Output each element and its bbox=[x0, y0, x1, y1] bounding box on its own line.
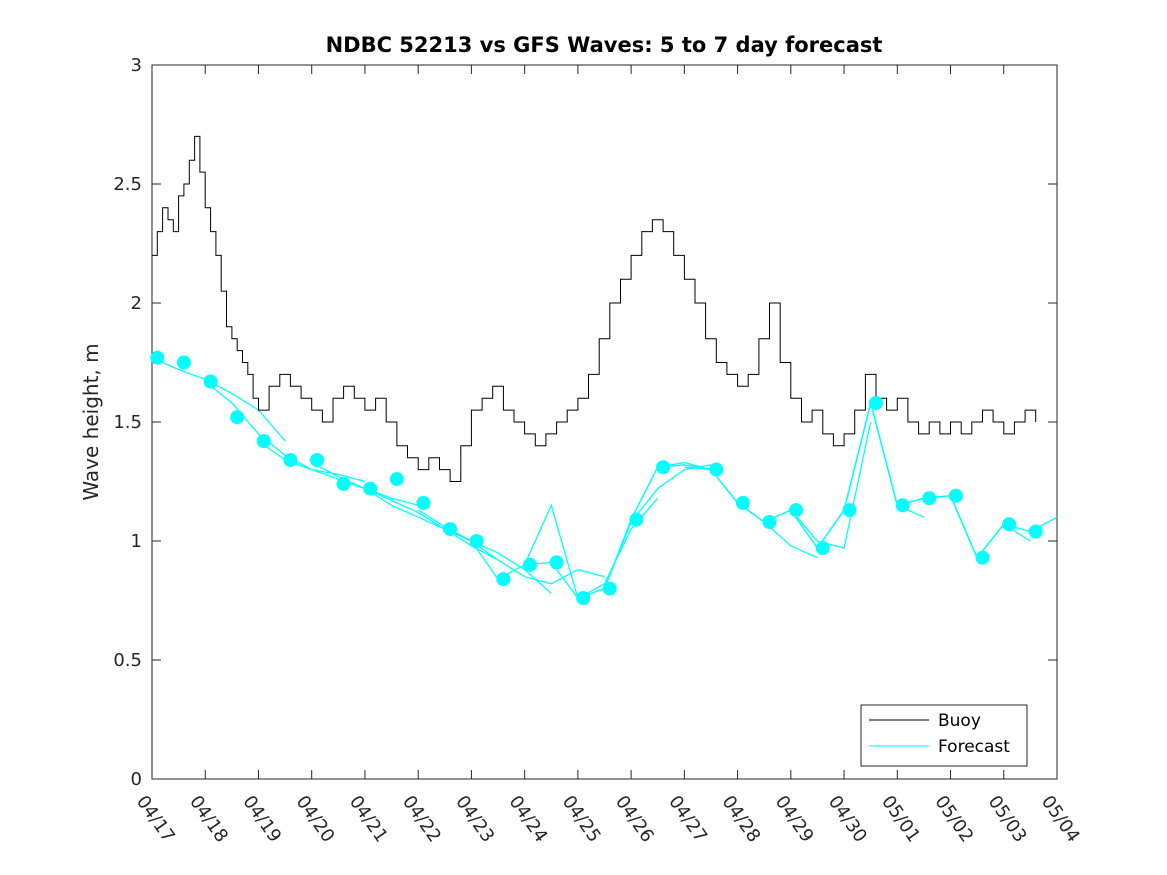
forecast-marker bbox=[549, 555, 564, 570]
y-tick-label: 2 bbox=[131, 293, 142, 314]
legend-forecast-label: Forecast bbox=[938, 737, 1010, 757]
plot-area bbox=[151, 64, 1058, 780]
forecast-marker bbox=[948, 488, 963, 503]
forecast-marker bbox=[735, 495, 750, 510]
forecast-marker bbox=[975, 550, 990, 565]
forecast-marker bbox=[469, 534, 484, 548]
y-tick-label: 3 bbox=[131, 55, 142, 76]
forecast-marker bbox=[1002, 517, 1017, 532]
forecast-marker bbox=[709, 462, 724, 477]
forecast-marker bbox=[922, 491, 937, 506]
forecast-marker bbox=[629, 512, 644, 527]
y-tick-label: 1.5 bbox=[113, 412, 142, 433]
forecast-marker bbox=[576, 591, 591, 606]
forecast-marker bbox=[762, 515, 777, 529]
forecast-marker bbox=[150, 350, 165, 365]
forecast-marker bbox=[789, 503, 804, 518]
legend-box bbox=[860, 704, 1028, 767]
forecast-marker bbox=[869, 396, 883, 410]
forecast-marker bbox=[443, 522, 458, 537]
forecast-line bbox=[204, 380, 366, 483]
forecast-marker bbox=[656, 460, 671, 475]
forecast-marker bbox=[203, 374, 218, 389]
y-axis: 0 0.5 1 1.5 2 2.5 3 bbox=[113, 55, 1057, 790]
buoy-line bbox=[152, 135, 1037, 482]
series-layer bbox=[150, 135, 1058, 606]
forecast-marker bbox=[895, 498, 910, 513]
forecast-marker bbox=[815, 541, 830, 556]
y-tick-label: 2.5 bbox=[113, 174, 142, 195]
legend-buoy-label: Buoy bbox=[938, 711, 981, 731]
forecast-marker bbox=[256, 434, 271, 448]
forecast-marker bbox=[389, 472, 404, 487]
forecast-marker bbox=[310, 453, 324, 468]
forecast-marker bbox=[176, 355, 191, 370]
y-axis-label: Wave height, m bbox=[79, 343, 103, 500]
forecast-marker bbox=[416, 495, 431, 510]
forecast-marker bbox=[230, 410, 245, 425]
forecast-marker bbox=[1028, 524, 1043, 539]
forecast-line bbox=[151, 357, 286, 442]
forecast-marker bbox=[523, 557, 537, 572]
forecast-marker bbox=[602, 581, 617, 596]
y-tick-label: 1 bbox=[131, 531, 142, 552]
forecast-marker bbox=[363, 481, 378, 496]
chart-title: NDBC 52213 vs GFS Waves: 5 to 7 day fore… bbox=[326, 33, 883, 57]
forecast-marker bbox=[496, 572, 511, 587]
legend: Buoy Forecast bbox=[860, 704, 1028, 767]
forecast-marker bbox=[283, 453, 298, 468]
y-tick-label: 0.5 bbox=[113, 650, 142, 671]
forecast-marker bbox=[842, 503, 857, 518]
y-tick-label: 0 bbox=[131, 769, 142, 790]
forecast-marker bbox=[336, 476, 351, 491]
